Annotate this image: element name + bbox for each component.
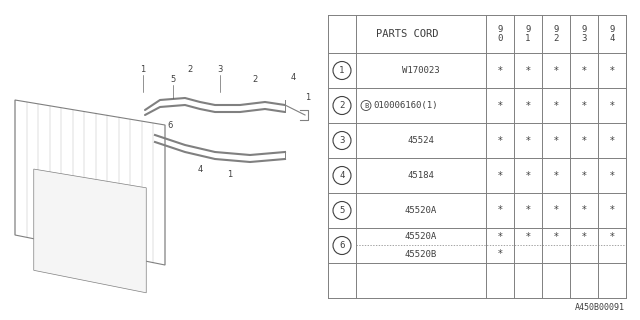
Text: A450B00091: A450B00091 <box>575 303 625 312</box>
Text: *: * <box>582 205 586 215</box>
Text: 9
0: 9 0 <box>497 25 502 43</box>
Text: *: * <box>582 135 586 146</box>
Text: *: * <box>498 249 502 259</box>
Text: *: * <box>582 66 586 76</box>
Text: 5: 5 <box>170 75 175 84</box>
Text: 4: 4 <box>291 73 296 82</box>
Text: *: * <box>498 171 502 180</box>
Text: 2: 2 <box>339 101 345 110</box>
Text: *: * <box>525 135 531 146</box>
Text: 45520A: 45520A <box>405 206 437 215</box>
Text: B: B <box>364 102 368 108</box>
Text: 1: 1 <box>140 65 146 74</box>
Text: 6: 6 <box>339 241 345 250</box>
Text: *: * <box>554 232 558 242</box>
Text: 45184: 45184 <box>408 171 435 180</box>
Text: 45520A: 45520A <box>405 232 437 241</box>
Text: *: * <box>554 66 558 76</box>
Text: 3: 3 <box>218 65 223 74</box>
Text: *: * <box>610 66 614 76</box>
Text: 4: 4 <box>197 165 203 174</box>
Text: 9
4: 9 4 <box>609 25 614 43</box>
Text: *: * <box>525 100 531 110</box>
Text: *: * <box>498 135 502 146</box>
Text: *: * <box>525 66 531 76</box>
Text: 6: 6 <box>167 121 173 130</box>
Text: *: * <box>554 205 558 215</box>
Text: 010006160(1): 010006160(1) <box>373 101 438 110</box>
Text: PARTS CORD: PARTS CORD <box>376 29 438 39</box>
Text: *: * <box>554 135 558 146</box>
Text: 45520B: 45520B <box>405 250 437 259</box>
Text: *: * <box>610 135 614 146</box>
Text: 2: 2 <box>252 75 258 84</box>
Text: W170023: W170023 <box>402 66 440 75</box>
Text: *: * <box>582 232 586 242</box>
Text: 45524: 45524 <box>408 136 435 145</box>
Text: *: * <box>554 100 558 110</box>
Text: *: * <box>554 171 558 180</box>
Text: 1: 1 <box>339 66 345 75</box>
Text: 5: 5 <box>339 206 345 215</box>
Text: 2: 2 <box>188 65 193 74</box>
Text: *: * <box>610 232 614 242</box>
Text: 9
2: 9 2 <box>554 25 559 43</box>
Text: *: * <box>610 100 614 110</box>
Text: *: * <box>498 100 502 110</box>
Text: *: * <box>582 100 586 110</box>
Text: 4: 4 <box>339 171 345 180</box>
Text: 9
3: 9 3 <box>581 25 587 43</box>
Text: 1: 1 <box>227 170 232 179</box>
Text: *: * <box>498 205 502 215</box>
Text: *: * <box>525 171 531 180</box>
Text: 3: 3 <box>339 136 345 145</box>
Text: *: * <box>582 171 586 180</box>
Text: 9
1: 9 1 <box>525 25 531 43</box>
Text: *: * <box>498 66 502 76</box>
Text: *: * <box>498 232 502 242</box>
Text: *: * <box>525 232 531 242</box>
Polygon shape <box>34 169 147 293</box>
Text: *: * <box>610 205 614 215</box>
Text: *: * <box>610 171 614 180</box>
Text: *: * <box>525 205 531 215</box>
Text: 1: 1 <box>305 93 310 102</box>
